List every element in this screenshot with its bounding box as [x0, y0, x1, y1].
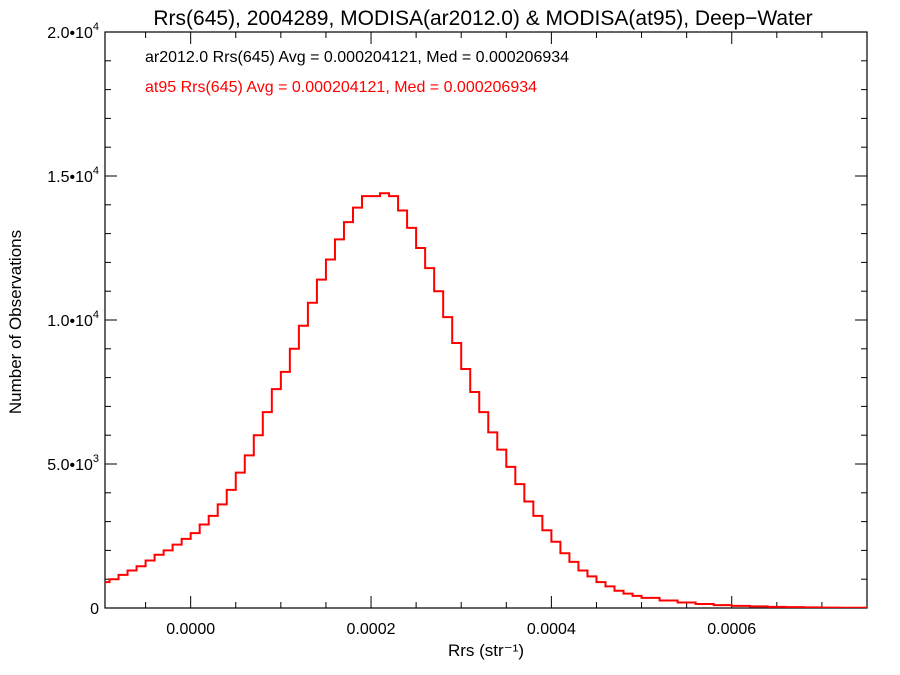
series-group [105, 192, 867, 608]
y-tick-label: 2.0•104 [47, 21, 99, 42]
y-tick-label: 1.0•104 [47, 309, 99, 330]
y-axis-label: Number of Observations [6, 230, 25, 414]
x-tick-label: 0.0006 [707, 621, 756, 638]
x-axis-ticks: 0.0000 0.0002 0.0004 0.0006 [145, 32, 823, 638]
y-axis-ticks: 0 5.0•103 1.0•104 1.5•104 2.0•104 [47, 21, 867, 618]
plot-frame [104, 31, 868, 609]
chart-title: Rrs(645), 2004289, MODISA(ar2012.0) & MO… [153, 7, 812, 30]
x-tick-label: 0.0000 [166, 621, 215, 638]
y-tick-label: 0 [90, 601, 99, 618]
x-axis-label: Rrs (str⁻¹) [448, 641, 524, 660]
x-tick-label: 0.0002 [347, 621, 396, 638]
annotation-at95: at95 Rrs(645) Avg = 0.000204121, Med = 0… [145, 79, 537, 96]
y-tick-label: 1.5•104 [47, 165, 99, 186]
y-tick-label: 5.0•103 [47, 453, 99, 474]
x-tick-label: 0.0004 [527, 621, 576, 638]
series-line-0 [105, 192, 867, 608]
annotation-ar2012: ar2012.0 Rrs(645) Avg = 0.000204121, Med… [145, 49, 569, 66]
